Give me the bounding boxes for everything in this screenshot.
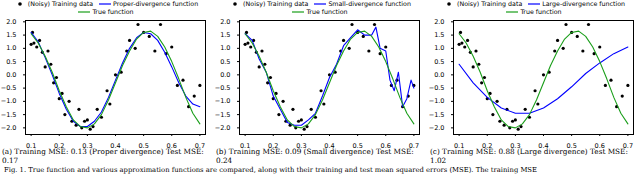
html-text:True function: True function — [520, 8, 562, 15]
svg-text:1.0: 1.0 — [220, 44, 230, 52]
svg-text:−1.5: −1.5 — [429, 111, 445, 119]
html-text:True function: True function — [306, 8, 348, 15]
html-text:(c) Training MSE: 0.88 (Large: (c) Training MSE: 0.88 (Large divergence… — [430, 147, 628, 165]
svg-text:2.0: 2.0 — [220, 18, 230, 26]
svg-text:−1.0: −1.0 — [429, 97, 445, 105]
svg-text:0.0: 0.0 — [6, 71, 16, 79]
svg-text:−1.5: −1.5 — [1, 111, 17, 119]
html-text:(Noisy) Training data: (Noisy) Training data — [27, 0, 94, 7]
html-text:(Noisy) Training data: (Noisy) Training data — [457, 0, 523, 7]
html-text:(Noisy) Training data: (Noisy) Training data — [243, 0, 309, 7]
html-text:True function: True function — [92, 8, 134, 15]
svg-text:0.0: 0.0 — [434, 71, 444, 79]
svg-text:0.5: 0.5 — [220, 58, 230, 66]
svg-text:−0.5: −0.5 — [429, 84, 445, 92]
svg-text:1.0: 1.0 — [6, 44, 16, 52]
svg-text:1.5: 1.5 — [6, 31, 16, 39]
svg-text:0.0: 0.0 — [220, 71, 230, 79]
svg-text:2.0: 2.0 — [6, 18, 16, 26]
html-text:Proper-divergence function: Proper-divergence function — [113, 0, 199, 7]
svg-text:−1.0: −1.0 — [1, 97, 17, 105]
html-text:(a) Training MSE: 0.13 (Proper: (a) Training MSE: 0.13 (Proper divergenc… — [2, 147, 204, 165]
svg-text:−2.0: −2.0 — [1, 124, 17, 132]
svg-text:2.0: 2.0 — [434, 18, 444, 26]
svg-text:1.0: 1.0 — [434, 44, 444, 52]
html-text:Small-divergence function: Small-divergence function — [328, 0, 411, 7]
svg-text:0.5: 0.5 — [434, 58, 444, 66]
svg-text:−1.0: −1.0 — [215, 97, 231, 105]
svg-text:0.5: 0.5 — [6, 58, 16, 66]
svg-text:−0.5: −0.5 — [1, 84, 17, 92]
svg-text:−2.0: −2.0 — [429, 124, 445, 132]
html-text:Fig. 1. True function and vari: Fig. 1. True function and various approx… — [4, 166, 537, 175]
svg-text:1.5: 1.5 — [434, 31, 444, 39]
svg-text:1.5: 1.5 — [220, 31, 230, 39]
html-text:(b) Training MSE: 0.09 (Small: (b) Training MSE: 0.09 (Small divergence… — [216, 147, 414, 165]
svg-text:−2.0: −2.0 — [215, 124, 231, 132]
svg-text:−1.5: −1.5 — [215, 111, 231, 119]
html-text:Large-divergence function: Large-divergence function — [542, 0, 625, 7]
svg-text:−0.5: −0.5 — [215, 84, 231, 92]
